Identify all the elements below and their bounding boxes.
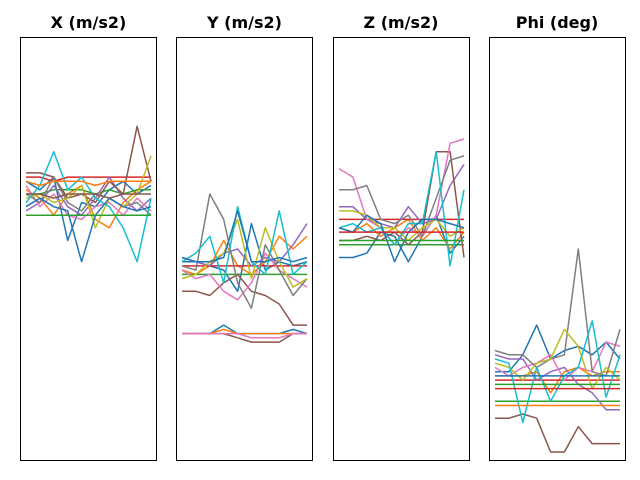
- series-line-x-8: [25, 155, 152, 229]
- series-line-z-9: [338, 150, 465, 267]
- panel-title-z: Z (m/s2): [364, 13, 439, 32]
- plot-frame-y: [176, 37, 313, 461]
- plot-frame-z: [333, 37, 470, 461]
- series-line-phi-7: [494, 248, 621, 377]
- series-line-phi-4: [494, 354, 620, 411]
- series-layer-z: [338, 138, 465, 267]
- series-line-x-5: [26, 125, 152, 204]
- series-line-y-8: [181, 218, 308, 288]
- series-line-x-2: [26, 189, 151, 195]
- series-line-phi-5: [495, 413, 620, 453]
- panel-z: Z (m/s2): [333, 13, 470, 461]
- series-line-x-11: [25, 180, 151, 187]
- panel-x: X (m/s2): [20, 13, 157, 461]
- series-line-z-5: [339, 150, 465, 258]
- series-layer-y: [181, 193, 308, 343]
- panel-title-y: Y (m/s2): [206, 13, 282, 32]
- series-line-y-14: [182, 332, 307, 339]
- series-line-y-5: [182, 273, 307, 326]
- series-line-phi-8: [494, 328, 621, 390]
- series-line-y-7: [181, 193, 308, 309]
- series-line-x-3: [26, 176, 151, 183]
- series-line-y-11: [182, 324, 308, 335]
- series-line-x-7: [25, 176, 152, 216]
- series-line-z-0: [339, 214, 465, 263]
- series-line-y-10: [181, 210, 308, 263]
- plot-frame-phi: [489, 37, 626, 461]
- panel-phi: Phi (deg): [489, 13, 626, 461]
- series-line-phi-0: [495, 324, 621, 373]
- series-line-x-9: [25, 150, 152, 263]
- series-line-x-10: [25, 197, 152, 263]
- series-line-y-4: [181, 223, 308, 267]
- panel-title-x: X (m/s2): [51, 13, 127, 32]
- series-line-x-13: [26, 193, 151, 199]
- series-layer-phi: [494, 248, 621, 453]
- panel-title-phi: Phi (deg): [516, 13, 599, 32]
- series-line-z-10: [338, 214, 465, 263]
- series-layer-x: [25, 125, 152, 263]
- plot-frame-x: [20, 37, 157, 461]
- panel-y: Y (m/s2): [176, 13, 313, 461]
- series-line-x-6: [25, 185, 152, 221]
- series-line-z-7: [339, 155, 465, 238]
